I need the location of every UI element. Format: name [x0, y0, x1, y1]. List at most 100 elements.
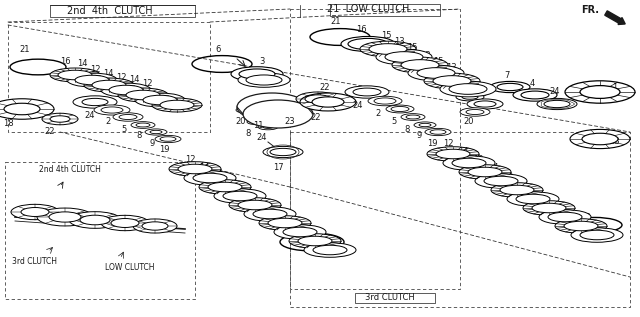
Ellipse shape: [348, 38, 388, 49]
Text: 14: 14: [103, 68, 113, 77]
Ellipse shape: [160, 137, 176, 141]
Ellipse shape: [155, 135, 181, 143]
Ellipse shape: [300, 93, 356, 111]
Ellipse shape: [214, 189, 266, 203]
Ellipse shape: [111, 218, 139, 228]
Text: 13: 13: [445, 62, 456, 72]
Ellipse shape: [50, 116, 70, 122]
Ellipse shape: [258, 124, 278, 130]
Ellipse shape: [21, 208, 49, 217]
Ellipse shape: [391, 107, 409, 112]
Text: 14: 14: [199, 163, 209, 171]
Ellipse shape: [360, 41, 416, 57]
Ellipse shape: [374, 98, 396, 104]
Ellipse shape: [462, 95, 478, 99]
Text: 22: 22: [320, 82, 330, 92]
Ellipse shape: [345, 86, 389, 98]
Ellipse shape: [544, 100, 570, 108]
Ellipse shape: [82, 98, 108, 106]
Ellipse shape: [298, 236, 332, 246]
Text: 20: 20: [464, 118, 474, 126]
Ellipse shape: [385, 52, 423, 62]
Ellipse shape: [152, 98, 202, 112]
Text: 15: 15: [381, 30, 391, 40]
Text: 16: 16: [563, 205, 573, 215]
Text: 24: 24: [84, 111, 95, 120]
Ellipse shape: [258, 112, 270, 116]
Ellipse shape: [427, 147, 479, 161]
Ellipse shape: [75, 75, 109, 85]
Ellipse shape: [500, 185, 534, 195]
Text: 16: 16: [60, 57, 70, 67]
Text: 2nd  4th  CLUTCH: 2nd 4th CLUTCH: [67, 6, 153, 16]
Text: 12: 12: [473, 156, 483, 165]
Ellipse shape: [436, 149, 470, 159]
Ellipse shape: [539, 210, 591, 224]
Text: 21: 21: [331, 17, 341, 27]
Ellipse shape: [246, 75, 282, 85]
Ellipse shape: [369, 44, 407, 54]
Ellipse shape: [521, 91, 549, 99]
Ellipse shape: [243, 100, 313, 128]
Ellipse shape: [0, 99, 54, 119]
Text: 12: 12: [185, 154, 195, 164]
Ellipse shape: [555, 219, 607, 233]
Ellipse shape: [564, 221, 598, 231]
Ellipse shape: [42, 113, 78, 125]
Ellipse shape: [490, 81, 530, 93]
Text: 22: 22: [45, 127, 55, 137]
Ellipse shape: [4, 103, 40, 115]
Ellipse shape: [263, 146, 303, 158]
Ellipse shape: [523, 201, 575, 215]
Text: LOW CLUTCH: LOW CLUTCH: [105, 262, 155, 271]
Text: 2: 2: [376, 108, 381, 118]
Text: 24: 24: [353, 100, 364, 109]
Text: 22: 22: [311, 113, 321, 121]
Text: 8: 8: [245, 128, 251, 138]
Text: 14: 14: [548, 197, 558, 206]
Ellipse shape: [101, 83, 151, 97]
Ellipse shape: [425, 128, 451, 136]
Ellipse shape: [467, 99, 503, 109]
Ellipse shape: [417, 68, 455, 78]
Ellipse shape: [143, 95, 177, 105]
Text: 12: 12: [212, 171, 223, 180]
Text: 23: 23: [610, 138, 620, 146]
Text: 19: 19: [427, 139, 437, 148]
Ellipse shape: [449, 84, 487, 94]
Text: 12: 12: [269, 205, 279, 215]
Ellipse shape: [199, 180, 251, 194]
Ellipse shape: [475, 174, 527, 188]
Text: 13: 13: [420, 50, 430, 60]
Ellipse shape: [392, 57, 448, 73]
Ellipse shape: [58, 70, 92, 80]
Ellipse shape: [452, 158, 486, 168]
Text: 9: 9: [149, 139, 155, 147]
Ellipse shape: [241, 108, 255, 112]
Text: 12: 12: [141, 80, 152, 88]
Ellipse shape: [244, 207, 296, 221]
Ellipse shape: [237, 93, 307, 121]
Text: 14: 14: [129, 75, 140, 85]
Ellipse shape: [84, 78, 134, 92]
Ellipse shape: [193, 173, 227, 183]
Ellipse shape: [119, 114, 137, 120]
Text: 24: 24: [550, 87, 560, 96]
Ellipse shape: [142, 222, 168, 230]
Ellipse shape: [131, 122, 155, 128]
Ellipse shape: [67, 73, 117, 87]
Ellipse shape: [126, 90, 160, 100]
Ellipse shape: [11, 204, 59, 220]
Text: 2nd 4th CLUTCH: 2nd 4th CLUTCH: [39, 165, 101, 173]
Ellipse shape: [69, 212, 121, 228]
Ellipse shape: [497, 83, 523, 91]
Text: 12: 12: [532, 190, 543, 198]
Ellipse shape: [238, 200, 272, 210]
Text: 21: 21: [330, 248, 340, 256]
Ellipse shape: [178, 164, 212, 174]
Text: 16: 16: [356, 25, 366, 35]
Ellipse shape: [253, 111, 275, 117]
Ellipse shape: [208, 182, 242, 192]
Text: 21  LOW CLUTCH: 21 LOW CLUTCH: [327, 4, 409, 14]
Ellipse shape: [50, 68, 100, 82]
